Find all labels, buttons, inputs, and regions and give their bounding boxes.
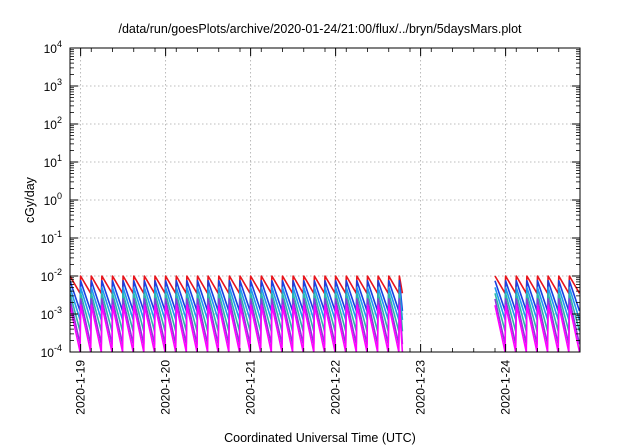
- y-tick-label: 10-1: [41, 229, 62, 246]
- y-tick-label: 102: [44, 115, 62, 132]
- y-tick-label: 103: [44, 77, 62, 94]
- axis-ticks: [70, 47, 580, 353]
- x-tick-label: 2020-1-19: [74, 360, 88, 415]
- y-tick-label: 100: [44, 191, 62, 208]
- y-tick-label: 10-3: [41, 305, 62, 322]
- x-tick-label: 2020-1-24: [499, 360, 513, 415]
- y-tick-label: 104: [44, 39, 62, 56]
- chart-title: /data/run/goesPlots/archive/2020-01-24/2…: [118, 22, 522, 36]
- series-line-6: [70, 304, 580, 352]
- y-tick-label: 10-2: [41, 267, 62, 284]
- y-tick-label: 101: [44, 153, 62, 170]
- y-axis-label: cGy/day: [23, 176, 37, 223]
- x-tick-label: 2020-1-20: [159, 360, 173, 415]
- tick-labels: 10-4 10-3 10-2 10-1 100 101 102 103 104 2020-1-19…: [41, 39, 513, 415]
- x-axis-label: Coordinated Universal Time (UTC): [224, 431, 416, 445]
- data-series: [70, 275, 580, 352]
- y-tick-label: 10-4: [41, 343, 62, 360]
- x-tick-label: 2020-1-23: [414, 360, 428, 415]
- x-tick-label: 2020-1-21: [244, 360, 258, 415]
- x-tick-label: 2020-1-22: [329, 360, 343, 415]
